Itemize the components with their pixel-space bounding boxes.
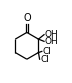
Text: OH: OH bbox=[44, 37, 58, 46]
Text: Cl: Cl bbox=[41, 55, 50, 64]
Text: Cl: Cl bbox=[42, 47, 51, 56]
Text: OH: OH bbox=[44, 30, 58, 39]
Text: O: O bbox=[23, 13, 31, 23]
